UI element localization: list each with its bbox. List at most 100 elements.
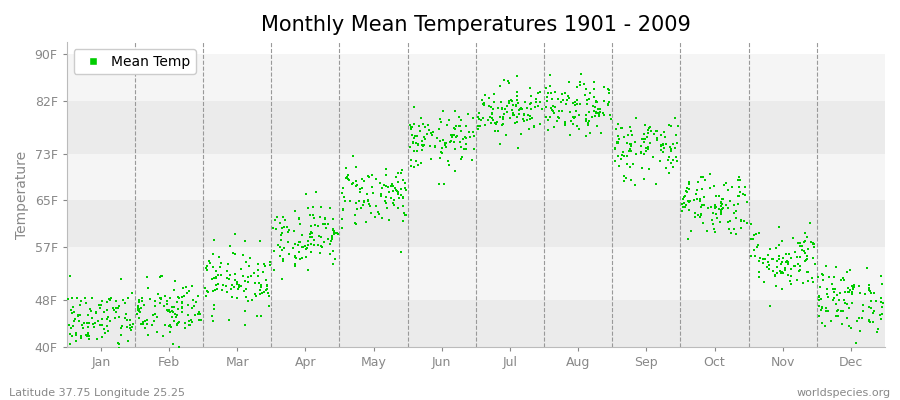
Point	[747, 247, 761, 254]
Point	[107, 307, 122, 314]
Point	[497, 77, 511, 84]
Point	[756, 260, 770, 266]
Point	[184, 282, 199, 289]
Point	[77, 294, 92, 301]
Point	[349, 221, 364, 228]
Point	[624, 127, 638, 134]
Point	[160, 300, 175, 307]
Point	[472, 122, 487, 129]
Point	[592, 108, 607, 115]
Point	[352, 198, 366, 204]
Point	[176, 292, 191, 299]
Point	[683, 198, 698, 204]
Point	[601, 102, 616, 108]
Point	[733, 177, 747, 184]
Point	[416, 121, 430, 128]
Point	[394, 192, 409, 198]
Point	[761, 259, 776, 266]
Point	[369, 176, 383, 182]
Point	[121, 295, 135, 301]
Point	[570, 96, 584, 103]
Point	[771, 255, 786, 262]
Point	[163, 295, 177, 301]
Point	[449, 134, 464, 140]
Point	[514, 105, 528, 111]
Point	[433, 118, 447, 125]
Point	[641, 146, 655, 152]
Point	[714, 207, 728, 213]
Point	[385, 183, 400, 190]
Point	[855, 302, 869, 308]
Point	[714, 202, 728, 209]
Point	[780, 258, 795, 265]
Point	[778, 265, 793, 271]
Point	[616, 134, 631, 140]
Point	[682, 181, 697, 187]
Point	[482, 103, 496, 109]
Title: Monthly Mean Temperatures 1901 - 2009: Monthly Mean Temperatures 1901 - 2009	[261, 15, 691, 35]
Point	[405, 124, 419, 130]
Point	[311, 241, 326, 248]
Point	[543, 72, 557, 78]
Point	[424, 155, 438, 162]
Point	[148, 298, 163, 305]
Point	[105, 305, 120, 311]
Point	[85, 314, 99, 321]
Point	[73, 312, 87, 318]
Point	[433, 138, 447, 144]
Point	[361, 198, 375, 204]
Point	[867, 290, 881, 296]
Point	[829, 264, 843, 270]
Point	[866, 310, 880, 316]
Point	[620, 140, 634, 147]
Point	[569, 108, 583, 114]
Point	[91, 318, 105, 324]
Point	[270, 214, 284, 220]
Point	[140, 274, 155, 280]
Point	[68, 318, 82, 324]
Point	[182, 318, 196, 324]
Point	[206, 250, 220, 257]
Point	[119, 310, 133, 317]
Point	[797, 239, 812, 245]
Point	[721, 187, 735, 193]
Point	[123, 322, 138, 328]
Point	[448, 168, 463, 174]
Point	[770, 264, 784, 270]
Point	[61, 296, 76, 302]
Point	[187, 312, 202, 318]
Point	[282, 251, 296, 257]
Point	[615, 125, 629, 131]
Point	[287, 228, 302, 234]
Point	[124, 289, 139, 296]
Point	[324, 235, 338, 241]
Point	[766, 268, 780, 274]
Point	[104, 294, 119, 301]
Point	[634, 150, 648, 156]
Point	[706, 220, 721, 227]
Point	[220, 289, 235, 295]
Point	[551, 95, 565, 102]
Point	[355, 205, 369, 212]
Point	[781, 272, 796, 279]
Point	[707, 202, 722, 208]
Point	[323, 251, 338, 257]
Point	[150, 314, 165, 320]
Point	[582, 130, 597, 136]
Point	[743, 236, 758, 242]
Point	[330, 230, 345, 236]
Point	[532, 120, 546, 127]
Point	[520, 117, 535, 123]
Point	[675, 200, 689, 207]
Point	[262, 292, 276, 299]
Point	[169, 321, 184, 328]
Point	[588, 104, 602, 110]
Point	[715, 206, 729, 212]
Point	[94, 334, 109, 340]
Point	[149, 329, 164, 335]
Point	[545, 103, 560, 110]
Point	[624, 176, 638, 183]
Point	[167, 311, 182, 317]
Point	[840, 268, 854, 275]
Point	[364, 184, 379, 190]
